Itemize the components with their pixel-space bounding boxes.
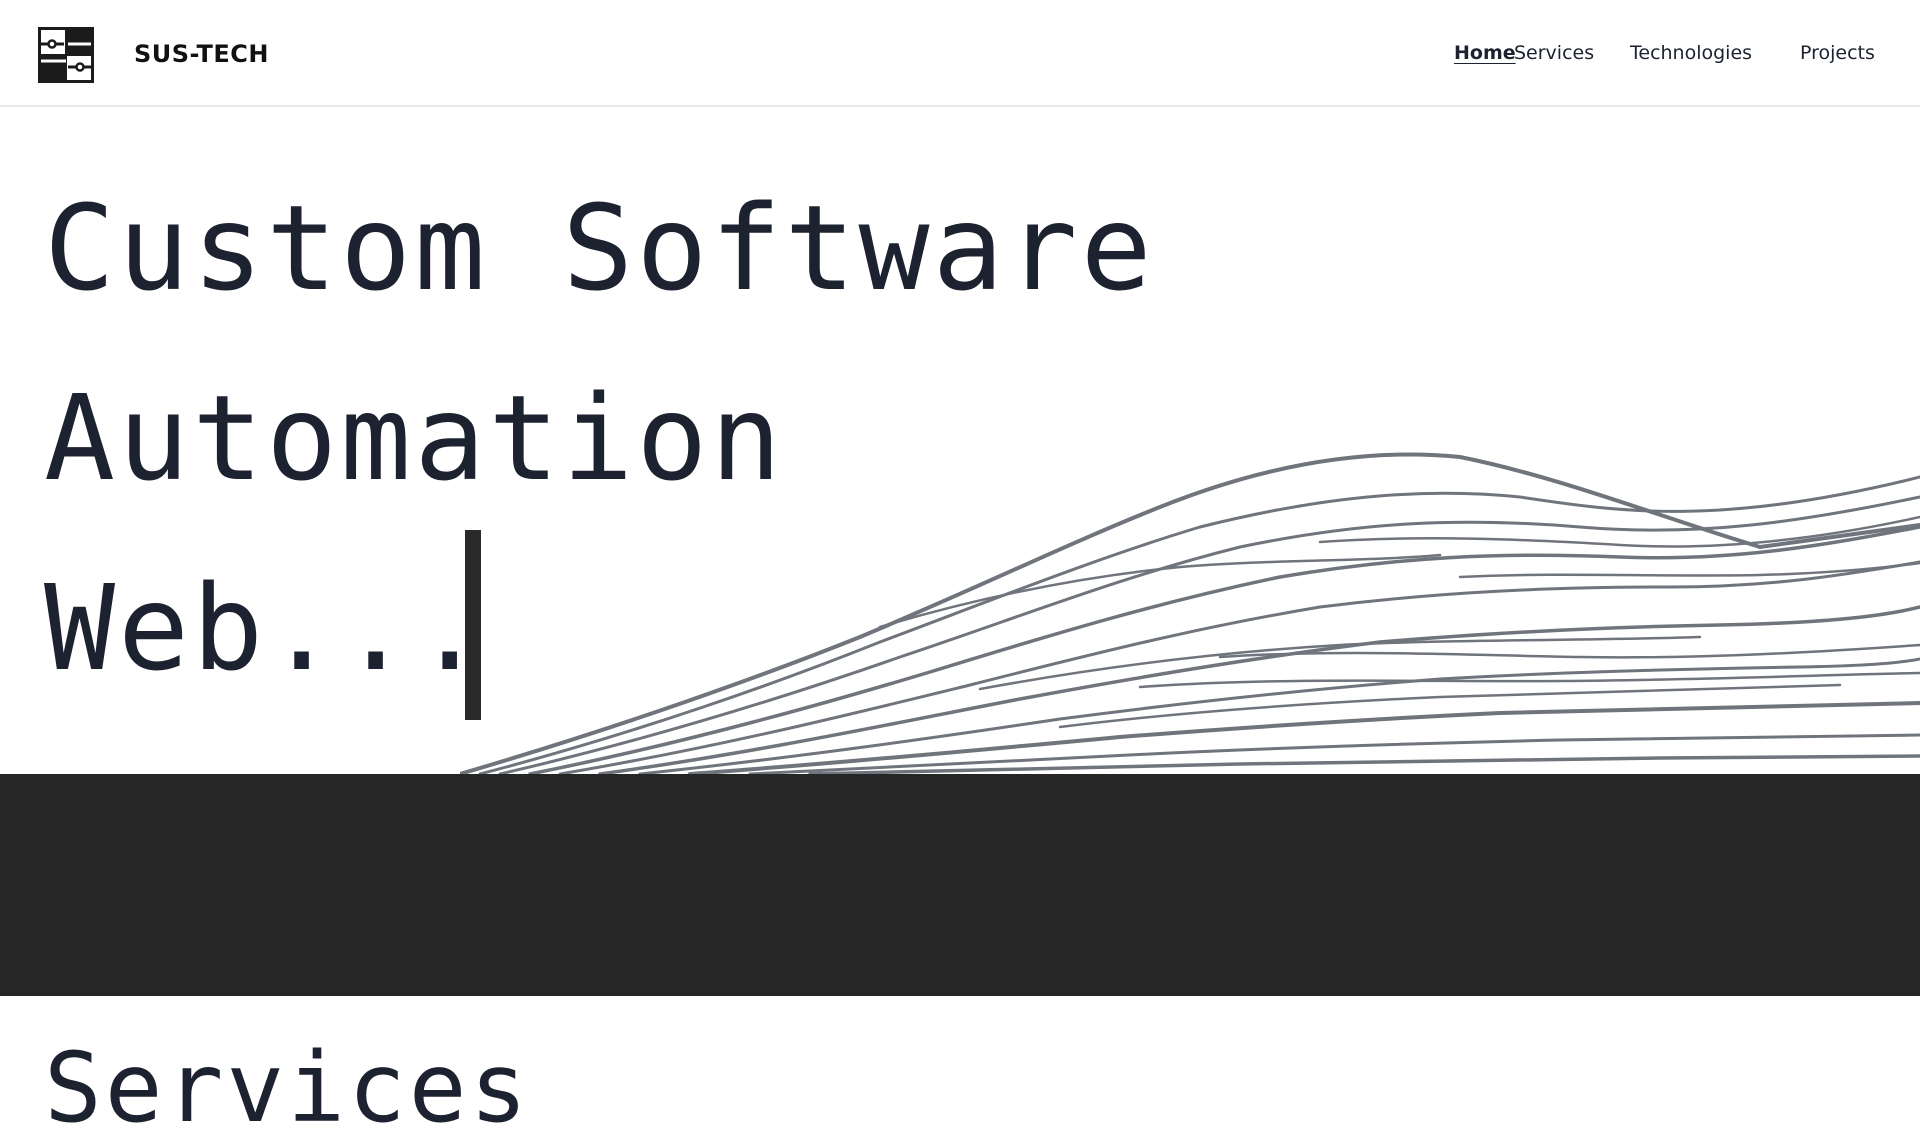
site-header: SUS-TECH Home Services Technologies Proj… [0,0,1920,107]
dark-banner [0,774,1920,996]
nav-link-home[interactable]: Home [1454,42,1516,64]
section-heading: Services [44,1032,531,1144]
hero-line-2: Automation [44,369,785,507]
brand-name[interactable]: SUS-TECH [134,40,269,68]
typing-cursor [465,530,481,720]
hero-line-1: Custom Software [44,179,1155,317]
circuit-logo-icon[interactable] [38,27,94,83]
topographic-waves-illustration [460,452,1920,774]
nav-link-technologies[interactable]: Technologies [1630,42,1753,64]
nav-link-services[interactable]: Services [1514,42,1595,64]
hero-section: Custom Software Automation Web... [0,107,1920,774]
hero-line-3: Web... [44,559,489,697]
nav-link-projects[interactable]: Projects [1800,42,1875,64]
